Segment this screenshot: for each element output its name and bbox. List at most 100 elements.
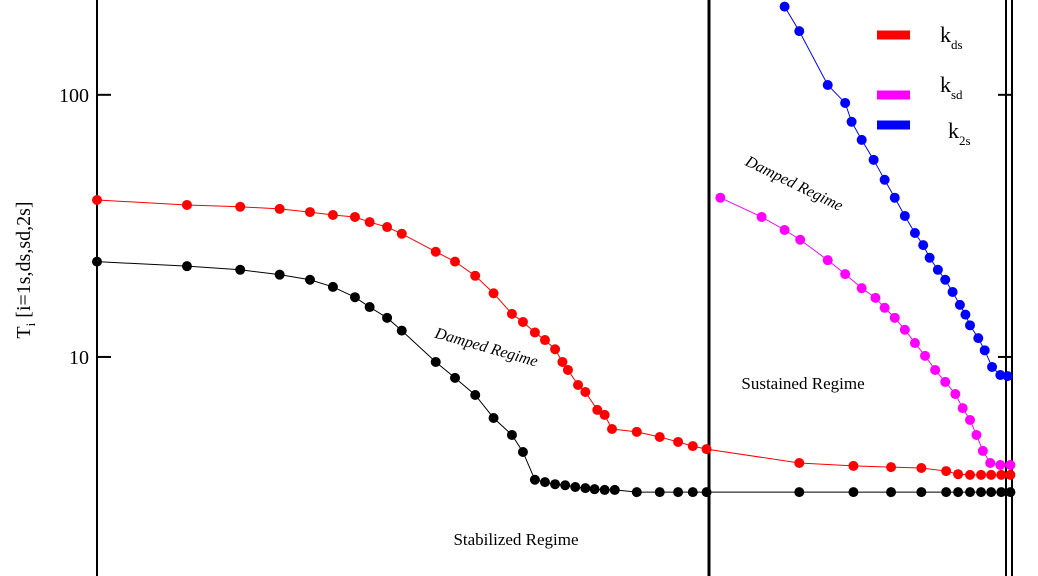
data-point [899,324,910,335]
data-point [488,288,499,299]
data-point [364,302,375,313]
data-point [529,474,540,485]
data-point [870,292,881,303]
data-point [673,487,684,498]
legend-label: k2s [948,118,971,148]
data-point [779,225,790,236]
data-point [573,379,584,390]
legend-label: ksd [940,72,963,102]
data-point [517,316,528,327]
data-point [950,389,961,400]
series-line [720,197,1011,466]
legend-name: k [940,72,951,97]
data-point [235,264,246,275]
data-point [506,308,517,319]
data-point [529,327,540,338]
data-point [986,487,997,498]
data-point [396,228,407,239]
data-point [606,424,617,435]
annotation: Sustained Regime [741,374,864,393]
data-point [382,222,393,233]
legend-subscript: 2s [959,133,971,148]
y-axis-label: Ti [i=1s,ds,sd,2s] [13,201,38,338]
data-point [599,409,610,420]
data-point [957,403,968,414]
data-point [181,199,192,210]
data-point [987,361,998,372]
data-point [995,460,1006,471]
data-point [996,469,1007,480]
annotation: Stabilized Regime [453,530,578,549]
data-point [941,466,952,477]
data-point [856,134,867,145]
data-point [235,201,246,212]
data-point [756,211,767,222]
data-point [580,483,591,494]
data-point [889,192,900,203]
data-point [779,1,790,12]
data-point [848,460,859,471]
data-point [932,264,943,275]
data-point [868,154,879,165]
data-point [909,338,920,349]
data-point [181,261,192,272]
data-point [856,283,867,294]
data-point [470,389,481,400]
data-point [687,441,698,452]
data-point [687,487,698,498]
data-point [848,487,859,498]
data-point [539,477,550,488]
data-point [488,412,499,423]
data-point [382,312,393,323]
data-point [977,445,988,456]
data-point [985,457,996,468]
data-point [364,217,375,228]
data-point [609,484,620,495]
data-point [673,436,684,447]
data-point [654,487,665,498]
y-tick-label: 100 [59,85,89,107]
data-point [715,192,726,203]
data-point [924,252,935,263]
data-point [947,286,958,297]
data-point [930,364,941,375]
data-point [304,207,315,218]
data-point [631,426,642,437]
data-point [274,203,285,214]
data-point [916,463,927,474]
data-point [304,274,315,285]
data-point [940,376,951,387]
data-point [995,370,1006,381]
data-point [631,487,642,498]
annotation: Damped Regime [432,325,540,371]
data-point [560,480,571,491]
data-point [879,174,890,185]
data-point [550,344,561,355]
data-point [973,333,984,344]
data-point [92,194,102,205]
data-point [1005,460,1016,471]
legend-name: k [948,118,959,143]
data-point [450,256,461,267]
data-point [349,292,360,303]
data-point [965,469,976,480]
data-point [589,484,600,495]
data-point [879,302,890,313]
y-tick-label: 10 [69,347,89,369]
data-point [918,240,929,251]
data-point [979,345,990,356]
data-point [701,487,712,498]
data-point [580,387,591,398]
data-point [916,487,927,498]
data-point [822,255,833,266]
data-point [1005,469,1016,480]
annotation: Damped Regime [742,153,846,215]
data-point [940,274,951,285]
data-point [794,26,805,37]
data-point [846,116,857,127]
legend-subscript: ds [951,37,963,52]
data-point [654,432,665,443]
data-point [450,372,461,383]
data-point [1002,371,1013,382]
